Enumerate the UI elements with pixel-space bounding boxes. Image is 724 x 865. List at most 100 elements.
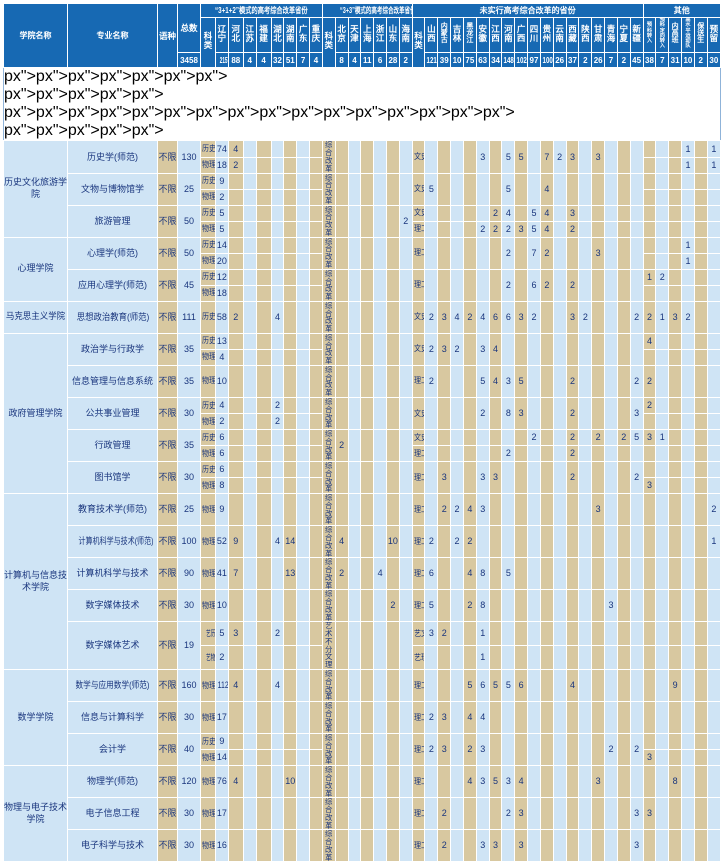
value-cell [309, 669, 323, 703]
value-cell [296, 445, 311, 463]
value-cell [283, 445, 298, 463]
value-cell [334, 300, 349, 334]
other-value-cell [681, 348, 695, 366]
province-total: 11 [360, 52, 375, 69]
value-cell [270, 797, 285, 831]
value-cell [437, 589, 452, 623]
value-cell [296, 645, 311, 671]
lang-cell: 不限 [157, 364, 178, 398]
kelei-312-cell: 历史 [200, 140, 216, 158]
value-cell [227, 461, 244, 479]
kelei-312-cell: 物理 [200, 284, 216, 302]
value-cell: 8 [501, 396, 516, 431]
other-value-cell [706, 413, 722, 431]
value-cell [514, 621, 529, 647]
other-value-cell [706, 300, 722, 334]
value-cell [514, 172, 529, 206]
kelei-33-cell: 综合 改革 [321, 557, 336, 591]
province-header: 新疆 [629, 16, 644, 54]
value-cell [578, 621, 593, 647]
major-cell: 会计学 [67, 733, 158, 767]
other-value-cell [668, 645, 683, 671]
value-cell [296, 156, 311, 174]
value-cell [334, 669, 349, 703]
value-cell: 4 [539, 172, 554, 206]
value-cell [296, 268, 311, 286]
kelei-33-cell: 综合 改革 [321, 701, 336, 735]
value-cell [283, 172, 298, 190]
value-cell [527, 733, 541, 767]
value-cell: 18 [215, 284, 229, 302]
value-cell [527, 140, 541, 174]
value-cell [373, 396, 387, 431]
value-cell [604, 220, 618, 238]
value-cell [488, 396, 503, 431]
value-cell: 3 [437, 461, 452, 495]
value-cell [296, 765, 311, 799]
value-cell: 76 [215, 765, 229, 799]
other-value-cell [642, 204, 657, 222]
kelei-33-cell: 综合 改革 [321, 493, 336, 527]
value-cell [565, 589, 580, 623]
kelei-un-cell: 艺文 [411, 621, 426, 647]
value-cell [450, 236, 464, 270]
province-total: 32 [270, 52, 285, 69]
kelei-un-cell: 理工 [411, 268, 426, 302]
value-cell [283, 236, 298, 254]
other-value-cell [706, 284, 722, 302]
value-cell [309, 268, 323, 286]
value-cell [514, 461, 529, 495]
other-value-cell [655, 140, 670, 158]
province-header: 甘肃 [591, 16, 606, 54]
value-cell [309, 525, 323, 559]
value-cell [398, 493, 413, 527]
value-cell [309, 204, 323, 222]
value-cell [398, 461, 413, 495]
value-cell [242, 220, 257, 238]
value-cell [629, 701, 644, 735]
value-cell: 10 [283, 765, 298, 799]
lang-cell: 不限 [157, 557, 178, 591]
value-cell [347, 396, 362, 431]
value-cell [360, 829, 375, 863]
value-cell: 3 [629, 797, 644, 831]
value-cell [527, 461, 541, 495]
value-cell: 6 [215, 445, 229, 463]
other-value-cell [655, 525, 670, 559]
value-cell: 4 [462, 493, 477, 527]
value-cell [462, 396, 477, 431]
value-cell: 2 [215, 188, 229, 206]
value-cell [437, 396, 452, 431]
value-cell [578, 396, 593, 431]
value-cell [283, 204, 298, 222]
province-total: 6 [373, 52, 387, 69]
province-total: 30 [706, 52, 722, 69]
province-header: 浙江 [373, 16, 387, 54]
other-value-cell [681, 589, 695, 623]
value-cell [437, 669, 452, 703]
value-cell: 2 [565, 396, 580, 431]
value-cell [296, 332, 311, 350]
value-cell: 4 [270, 525, 285, 559]
value-cell [360, 268, 375, 302]
value-cell [629, 445, 644, 463]
value-cell: 5 [424, 172, 439, 206]
kelei-33-cell: 综合 改革 [321, 669, 336, 703]
value-cell [488, 525, 503, 559]
other-value-cell [706, 701, 722, 735]
value-cell [373, 332, 387, 366]
value-cell [437, 220, 452, 238]
value-cell [527, 525, 541, 559]
value-cell [227, 204, 244, 222]
other-value-cell [693, 429, 708, 447]
value-cell: 6 [215, 461, 229, 479]
kelei-312-cell: 历史 [200, 172, 216, 190]
value-cell: 13 [215, 332, 229, 350]
other-value-cell [642, 829, 657, 863]
value-cell [373, 364, 387, 398]
kelei-un-cell: 文史 [411, 332, 426, 366]
value-cell [450, 621, 464, 647]
value-cell: 2 [629, 300, 644, 334]
value-cell [604, 332, 618, 366]
value-cell [283, 140, 298, 158]
